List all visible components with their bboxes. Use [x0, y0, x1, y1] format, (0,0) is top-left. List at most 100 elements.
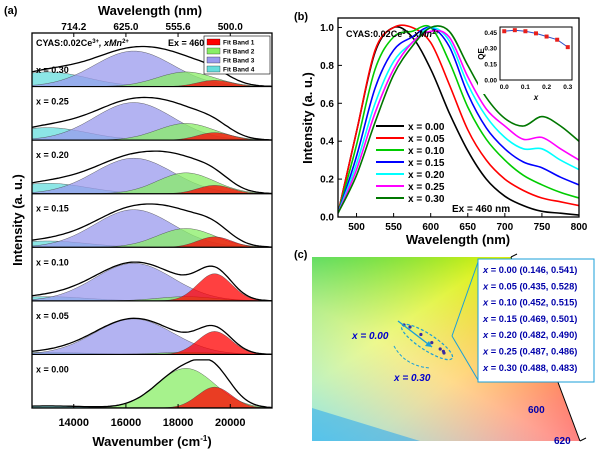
panel-b-legend-label: x = 0.30	[408, 194, 445, 205]
panel-b-y-axis-title: Intensity (a. u.)	[300, 72, 315, 164]
panel-a-excitation: Ex = 460 nm	[168, 38, 220, 48]
return-arrow	[393, 345, 431, 369]
panel-b-legend-label: x = 0.20	[408, 170, 445, 181]
panel-b-excitation: Ex = 460 nm	[452, 204, 510, 215]
panel-b-frame	[337, 17, 580, 218]
panel-a-row-label: x = 0.30	[36, 65, 69, 75]
qe-inset-plot: 0.0 0.1 0.2 0.3 0.00 0.15 0.30 0.45	[484, 28, 573, 91]
emission-line	[338, 29, 579, 214]
panel-c-letter: (c)	[294, 249, 308, 261]
envelope-line	[32, 45, 272, 87]
panel-b-legend-label: x = 0.05	[408, 134, 445, 145]
panel-b-legend: x = 0.00x = 0.05x = 0.10x = 0.15x = 0.20…	[376, 122, 445, 205]
panel-b-x-tick-label: 800	[571, 222, 588, 233]
qe-inset-x-tick-label: 0.1	[521, 84, 530, 91]
emission-line	[338, 24, 579, 214]
panel-a-legend-label: Fit Band 3	[223, 58, 255, 65]
envelope-line	[32, 203, 272, 248]
panel-a-bottom-tick-label: 20000	[215, 417, 246, 429]
panel-b-x-tick-label: 550	[385, 222, 402, 233]
panel-a-top-axis-title: Wavelength (nm)	[98, 3, 202, 18]
panel-b-x-tick-label: 750	[534, 222, 551, 233]
panel-a-legend-label: Fit Band 4	[223, 67, 255, 74]
coordinate-entry: x = 0.15 (0.469, 0.501)	[482, 314, 577, 324]
panel-a-top-tick-label: 625.0	[113, 22, 138, 33]
qe-inset-x-tick-label: 0.3	[563, 84, 572, 91]
panel-a-top-tick-label: 500.0	[218, 22, 243, 33]
callout-line-bottom	[451, 335, 479, 381]
panel-b-x-tick-label: 600	[422, 222, 439, 233]
qe-inset: 0.0 0.1 0.2 0.3 0.00 0.15 0.30 0.45 QE x	[477, 24, 576, 102]
coordinate-entry: x = 0.00 (0.146, 0.541)	[482, 265, 577, 275]
panel-a-legend-swatch	[206, 65, 221, 73]
qe-point	[565, 45, 570, 50]
cie-point	[438, 347, 442, 351]
qe-point	[523, 29, 528, 34]
qe-inset-y-tick-label: 0.00	[484, 78, 497, 85]
panel-a-legend-swatch	[206, 38, 221, 46]
qe-inset-background	[478, 24, 576, 94]
emission-line	[338, 24, 579, 214]
envelope-line	[32, 96, 272, 141]
panel-a-rows	[32, 45, 272, 408]
panel-b: (b) 500 550 600 650 700 750 800 0.0 0.2 0.4 0.6 0.8…	[294, 11, 588, 247]
panel-b-letter: (b)	[294, 11, 308, 23]
panel-a-letter: (a)	[4, 5, 18, 17]
panel-b-x-tick-label: 700	[497, 222, 514, 233]
qe-inset-y-tick-label: 0.15	[484, 62, 497, 69]
coordinate-entry: x = 0.20 (0.482, 0.490)	[482, 330, 577, 340]
qe-inset-y-axis-title: QE	[477, 48, 486, 60]
qe-inset-x-tick-label: 0.0	[500, 84, 509, 91]
panel-b-y-tick-label: 0.2	[320, 175, 334, 186]
panel-a-y-axis-title: Intensity (a. u.)	[10, 174, 25, 266]
fit-band-area	[32, 386, 272, 408]
cie-point	[442, 351, 446, 355]
qe-inset-y-tick-label: 0.45	[484, 30, 497, 37]
cie-point	[430, 341, 434, 345]
emission-line	[338, 25, 579, 214]
coordinate-entry: x = 0.25 (0.487, 0.486)	[482, 347, 577, 357]
panel-a-legend-swatch	[206, 47, 221, 55]
trend-arrow-head	[425, 341, 432, 347]
qe-point	[555, 37, 560, 42]
envelope-line	[32, 317, 272, 355]
panel-b-legend-label: x = 0.25	[408, 182, 445, 193]
panel-b-y-tick-label: 0.8	[320, 61, 334, 72]
panel-b-y-tick-label: 0.6	[320, 99, 334, 110]
emission-line	[338, 26, 579, 214]
envelope-line	[32, 261, 272, 302]
panel-b-x-tick-label: 650	[459, 222, 476, 233]
panel-a: (a) Wavelength (nm) 714.2 625.0 555.6 500.0…	[4, 3, 273, 449]
panel-a-row-label: x = 0.20	[36, 150, 69, 160]
panel-a-row	[32, 261, 272, 302]
panel-a-row-label: x = 0.25	[36, 97, 69, 107]
coordinate-entry: x = 0.05 (0.435, 0.528)	[482, 281, 577, 291]
trend-arrow	[397, 320, 433, 348]
panel-a-legend-label: Fit Band 1	[223, 40, 255, 47]
panel-a-legend: Fit Band 1 Fit Band 2 Fit Band 3 Fit Band 4	[203, 35, 271, 75]
coordinate-entry: x = 0.10 (0.452, 0.515)	[482, 298, 577, 308]
panel-a-top-ticks: 714.2 625.0 555.6 500.0	[61, 22, 243, 37]
panel-a-row-label: x = 0.15	[36, 204, 69, 214]
qe-point	[502, 29, 507, 34]
locus-tick	[579, 437, 587, 442]
envelope-line	[32, 150, 272, 195]
panel-b-y-tick-label: 0.0	[320, 213, 334, 224]
panel-b-y-tick-label: 0.4	[320, 137, 334, 148]
panel-b-legend-label: x = 0.10	[408, 146, 445, 157]
panel-a-frame	[31, 32, 273, 409]
panel-a-row-labels: x = 0.30 x = 0.25 x = 0.20 x = 0.15 x = 0.10…	[36, 65, 69, 374]
panel-a-bottom-ticks: 14000 16000 18000 20000	[58, 404, 246, 429]
qe-inset-y-tick-label: 0.30	[484, 46, 497, 53]
locus-label: 620	[554, 436, 571, 447]
panel-a-bottom-tick-label: 14000	[58, 417, 89, 429]
qe-point	[512, 28, 517, 33]
panel-a-legend-swatch	[206, 56, 221, 64]
panel-a-row-label: x = 0.10	[36, 257, 69, 267]
panel-b-ticks: 500 550 600 650 700 750 800 0.0 0.2 0.4 0.6 0.8 1.0	[320, 23, 588, 233]
cie-point	[419, 332, 423, 337]
panel-c: (c) 560580600620 x = 0.00 x = 0.30 x = 0…	[294, 249, 595, 448]
panel-a-formula: CYAS:0.02Ce3+, xMn2+	[36, 38, 129, 48]
panel-a-row	[32, 317, 272, 355]
